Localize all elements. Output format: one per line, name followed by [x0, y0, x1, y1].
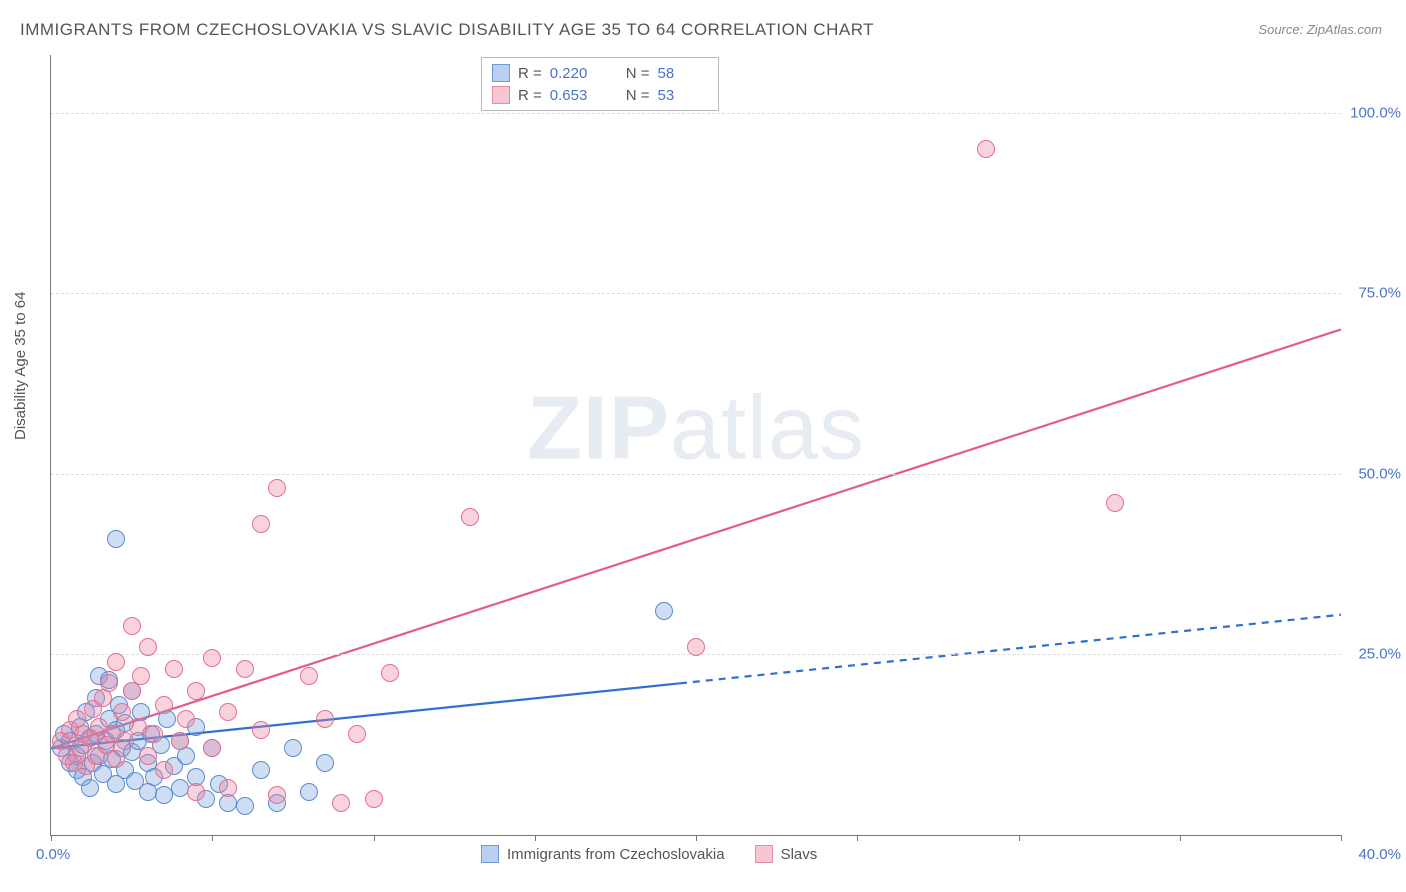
- data-point-slavs: [187, 682, 205, 700]
- data-point-czech: [252, 761, 270, 779]
- legend-label-czech: Immigrants from Czechoslovakia: [507, 846, 725, 863]
- data-point-slavs: [268, 786, 286, 804]
- x-tick-label-max: 40.0%: [1358, 846, 1401, 863]
- data-point-slavs: [139, 638, 157, 656]
- n-label: N =: [626, 65, 650, 82]
- watermark-rest: atlas: [670, 379, 865, 479]
- data-point-slavs: [139, 747, 157, 765]
- data-point-slavs: [365, 790, 383, 808]
- r-value-czech: 0.220: [550, 65, 600, 82]
- data-point-slavs: [203, 739, 221, 757]
- data-point-slavs: [316, 710, 334, 728]
- trend-line: [51, 329, 1341, 748]
- watermark: ZIPatlas: [527, 378, 865, 481]
- n-value-slavs: 53: [658, 87, 708, 104]
- swatch-czech: [481, 845, 499, 863]
- stats-row-czech: R = 0.220 N = 58: [492, 62, 708, 84]
- data-point-slavs: [187, 783, 205, 801]
- y-tick-label: 100.0%: [1350, 104, 1401, 121]
- data-point-czech: [81, 779, 99, 797]
- data-point-slavs: [219, 703, 237, 721]
- data-point-czech: [171, 779, 189, 797]
- data-point-slavs: [177, 710, 195, 728]
- gridline-h: [51, 113, 1341, 114]
- y-tick-label: 25.0%: [1358, 646, 1401, 663]
- legend-item-czech: Immigrants from Czechoslovakia: [481, 845, 725, 863]
- data-point-czech: [300, 783, 318, 801]
- data-point-slavs: [132, 667, 150, 685]
- data-point-slavs: [332, 794, 350, 812]
- data-point-slavs: [107, 653, 125, 671]
- legend-label-slavs: Slavs: [781, 846, 818, 863]
- data-point-slavs: [381, 664, 399, 682]
- x-tick: [51, 835, 52, 841]
- data-point-czech: [284, 739, 302, 757]
- swatch-slavs: [492, 86, 510, 104]
- data-point-slavs: [203, 649, 221, 667]
- x-tick-label-min: 0.0%: [36, 846, 70, 863]
- stats-legend: R = 0.220 N = 58 R = 0.653 N = 53: [481, 57, 719, 111]
- x-tick: [374, 835, 375, 841]
- x-tick: [696, 835, 697, 841]
- n-value-czech: 58: [658, 65, 708, 82]
- data-point-slavs: [145, 725, 163, 743]
- data-point-czech: [236, 797, 254, 815]
- data-point-slavs: [155, 696, 173, 714]
- data-point-czech: [316, 754, 334, 772]
- y-tick-label: 75.0%: [1358, 285, 1401, 302]
- r-label: R =: [518, 87, 542, 104]
- data-point-slavs: [348, 725, 366, 743]
- data-point-slavs: [252, 721, 270, 739]
- data-point-slavs: [116, 732, 134, 750]
- x-tick: [535, 835, 536, 841]
- y-axis-title: Disability Age 35 to 64: [12, 292, 29, 440]
- x-tick: [1019, 835, 1020, 841]
- data-point-slavs: [100, 674, 118, 692]
- data-point-slavs: [687, 638, 705, 656]
- data-point-slavs: [155, 761, 173, 779]
- data-point-slavs: [107, 750, 125, 768]
- data-point-slavs: [236, 660, 254, 678]
- data-point-czech: [655, 602, 673, 620]
- gridline-h: [51, 474, 1341, 475]
- n-label: N =: [626, 87, 650, 104]
- x-tick: [1180, 835, 1181, 841]
- trend-line: [680, 615, 1341, 684]
- data-point-slavs: [171, 732, 189, 750]
- data-point-slavs: [123, 617, 141, 635]
- data-point-slavs: [219, 779, 237, 797]
- chart-title: IMMIGRANTS FROM CZECHOSLOVAKIA VS SLAVIC…: [20, 20, 874, 40]
- stats-row-slavs: R = 0.653 N = 53: [492, 84, 708, 106]
- plot-area: ZIPatlas R = 0.220 N = 58 R = 0.653 N = …: [50, 55, 1341, 836]
- source-attribution: Source: ZipAtlas.com: [1258, 22, 1382, 37]
- source-value: ZipAtlas.com: [1307, 22, 1382, 37]
- gridline-h: [51, 293, 1341, 294]
- legend-item-slavs: Slavs: [755, 845, 818, 863]
- source-label: Source:: [1258, 22, 1303, 37]
- y-tick-label: 50.0%: [1358, 465, 1401, 482]
- data-point-slavs: [1106, 494, 1124, 512]
- x-tick: [857, 835, 858, 841]
- data-point-slavs: [300, 667, 318, 685]
- data-point-slavs: [113, 703, 131, 721]
- data-point-czech: [107, 530, 125, 548]
- data-point-slavs: [977, 140, 995, 158]
- x-tick: [1341, 835, 1342, 841]
- data-point-slavs: [268, 479, 286, 497]
- r-label: R =: [518, 65, 542, 82]
- data-point-slavs: [165, 660, 183, 678]
- watermark-bold: ZIP: [527, 379, 670, 479]
- series-legend: Immigrants from Czechoslovakia Slavs: [481, 845, 817, 863]
- swatch-slavs: [755, 845, 773, 863]
- swatch-czech: [492, 64, 510, 82]
- x-tick: [212, 835, 213, 841]
- data-point-slavs: [461, 508, 479, 526]
- data-point-slavs: [252, 515, 270, 533]
- r-value-slavs: 0.653: [550, 87, 600, 104]
- trend-lines-layer: [51, 55, 1341, 835]
